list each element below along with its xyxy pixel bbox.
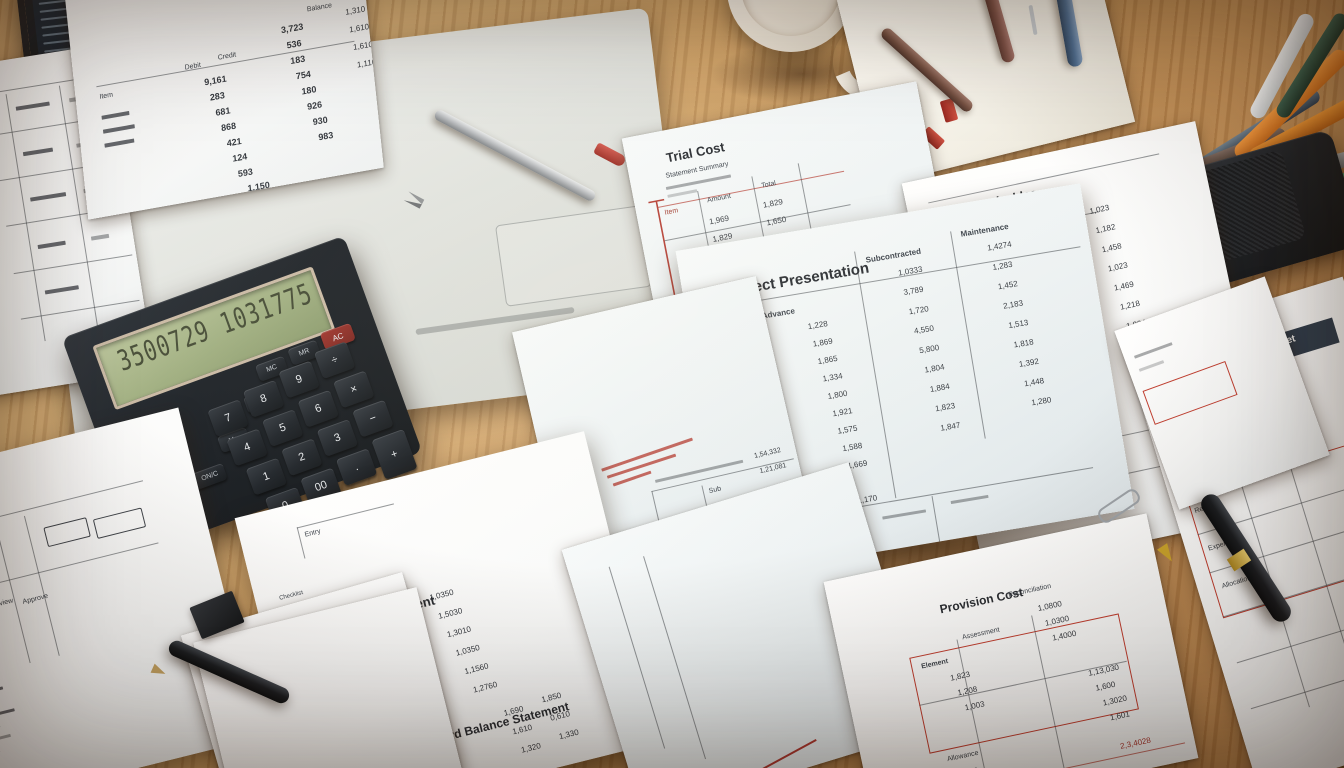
red-arrow-annotation-bottom — [736, 738, 817, 768]
document-annotated-slip-bottom[interactable] — [561, 462, 931, 768]
